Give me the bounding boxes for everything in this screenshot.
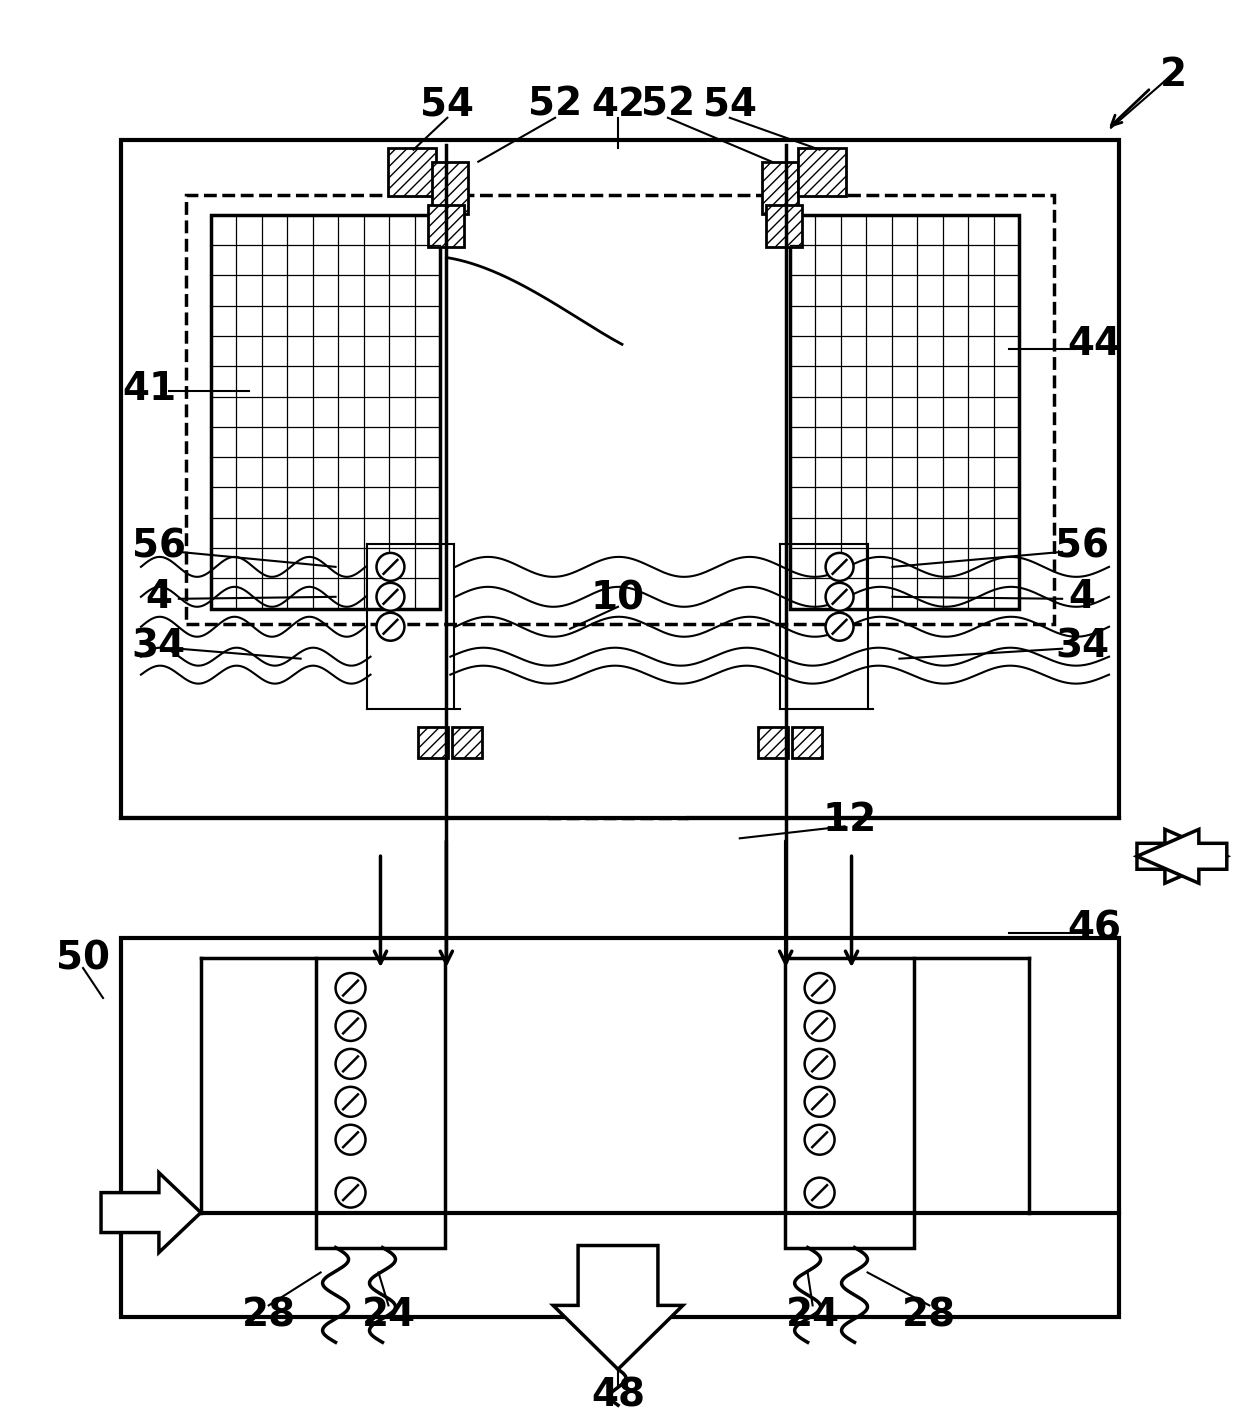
Text: 52: 52: [641, 85, 694, 123]
Text: 4: 4: [145, 578, 172, 616]
Text: 28: 28: [242, 1297, 296, 1334]
Polygon shape: [553, 1246, 683, 1369]
Text: 42: 42: [591, 85, 645, 123]
Bar: [316, 958, 445, 1247]
Text: 56: 56: [131, 528, 186, 566]
Bar: [122, 139, 1118, 819]
Circle shape: [336, 1087, 366, 1117]
Text: 48: 48: [591, 1376, 645, 1415]
Text: 41: 41: [122, 370, 176, 409]
Bar: [428, 204, 464, 247]
Polygon shape: [100, 1172, 201, 1253]
Circle shape: [826, 583, 853, 610]
Text: 12: 12: [822, 802, 877, 840]
Text: 34: 34: [131, 627, 186, 666]
Bar: [761, 162, 797, 214]
Circle shape: [805, 1010, 835, 1042]
Circle shape: [805, 1049, 835, 1078]
Text: 44: 44: [1068, 325, 1121, 363]
Text: 24: 24: [786, 1297, 839, 1334]
Circle shape: [826, 553, 853, 580]
Bar: [186, 194, 1054, 624]
Circle shape: [377, 613, 404, 641]
Bar: [122, 938, 1118, 1317]
Text: 4: 4: [1069, 578, 1096, 616]
Text: 2: 2: [1161, 55, 1188, 94]
Text: 54: 54: [703, 85, 756, 123]
Circle shape: [805, 1125, 835, 1155]
Bar: [766, 204, 801, 247]
Bar: [211, 214, 440, 609]
Polygon shape: [1137, 829, 1226, 883]
Text: 50: 50: [56, 939, 110, 978]
Bar: [433, 162, 469, 214]
Text: 34: 34: [1055, 627, 1109, 666]
Bar: [791, 727, 822, 759]
Circle shape: [336, 1049, 366, 1078]
Circle shape: [336, 973, 366, 1003]
Text: 24: 24: [361, 1297, 415, 1334]
Bar: [418, 727, 449, 759]
Text: 52: 52: [528, 85, 583, 123]
Circle shape: [805, 973, 835, 1003]
Text: 10: 10: [591, 580, 645, 617]
Text: 54: 54: [420, 85, 475, 123]
Bar: [453, 727, 482, 759]
Circle shape: [805, 1087, 835, 1117]
Bar: [797, 148, 846, 196]
Polygon shape: [1137, 829, 1226, 883]
Text: 56: 56: [1055, 528, 1109, 566]
Circle shape: [377, 553, 404, 580]
Bar: [758, 727, 787, 759]
Text: 46: 46: [1068, 910, 1121, 946]
Bar: [785, 958, 914, 1247]
Circle shape: [336, 1010, 366, 1042]
Bar: [790, 214, 1019, 609]
Circle shape: [826, 613, 853, 641]
Text: 28: 28: [903, 1297, 956, 1334]
Circle shape: [377, 583, 404, 610]
Bar: [388, 148, 436, 196]
Circle shape: [336, 1178, 366, 1208]
Circle shape: [336, 1125, 366, 1155]
Circle shape: [805, 1178, 835, 1208]
